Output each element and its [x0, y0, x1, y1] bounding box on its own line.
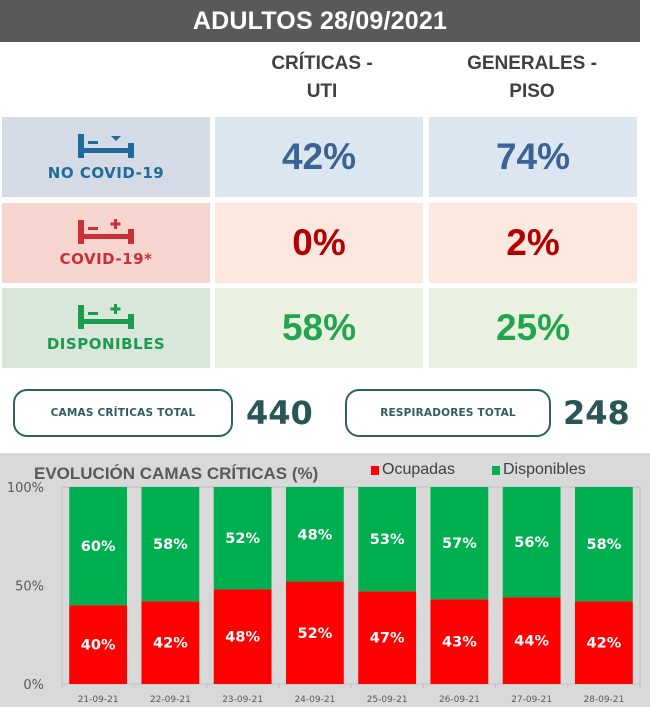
value-disponibles-generales: 25%	[429, 288, 637, 368]
row-label-text: COVID-19*	[59, 250, 153, 268]
bar-disponibles	[213, 487, 272, 590]
column-header-generales: GENERALES - PISO	[432, 50, 632, 110]
data-label: 48%	[225, 630, 260, 646]
bar-ocupadas	[285, 581, 344, 684]
respiradores-total-value: 248	[563, 394, 630, 432]
column-header-line: PISO	[509, 81, 555, 102]
data-label: 58%	[587, 537, 622, 553]
bar-disponibles	[574, 487, 633, 602]
bar-disponibles	[141, 487, 200, 602]
bed-icon	[78, 219, 134, 244]
data-label: 52%	[298, 626, 333, 642]
data-label: 42%	[153, 636, 188, 652]
data-label: 43%	[442, 635, 477, 651]
bar-ocupadas	[213, 589, 272, 684]
bar-ocupadas	[358, 591, 417, 684]
data-label: 44%	[514, 634, 549, 650]
column-header-criticas: CRÍTICAS - UTI	[232, 50, 412, 110]
data-label: 56%	[514, 535, 549, 551]
y-tick-label: 50%	[15, 580, 44, 595]
plot-area: 0% 50% 100% 40% 60% 21-09-21 42% 58% 22-09-21 48%…	[7, 481, 641, 705]
x-tick-label: 28-09-21	[583, 695, 624, 705]
x-tick-label: 24-09-21	[294, 695, 335, 705]
camas-criticas-total-value: 440	[246, 394, 313, 432]
legend-label-disponibles: Disponibles	[503, 461, 586, 478]
legend-swatch-ocupadas	[371, 466, 379, 475]
legend-swatch-disponibles	[492, 466, 500, 475]
column-header-line: CRÍTICAS -	[271, 53, 373, 74]
x-tick-label: 27-09-21	[511, 695, 552, 705]
stacked-bar-chart: EVOLUCIÓN CAMAS CRÍTICAS (%) Ocupadas Di…	[7, 461, 641, 705]
value-covid-generales: 2%	[429, 203, 637, 283]
x-tick-label: 26-09-21	[439, 695, 480, 705]
x-tick-label: 22-09-21	[150, 695, 191, 705]
bar-disponibles	[69, 487, 128, 606]
row-label-covid: COVID-19*	[2, 203, 210, 283]
bar-ocupadas	[141, 601, 200, 684]
value-covid-criticas: 0%	[215, 203, 423, 283]
y-tick-label: 0%	[23, 678, 44, 693]
data-label: 52%	[225, 531, 260, 547]
value-no-covid-generales: 74%	[429, 117, 637, 197]
column-header-line: GENERALES -	[467, 53, 597, 74]
bar-disponibles	[502, 487, 561, 598]
data-label: 47%	[370, 631, 405, 647]
row-label-disponibles: DISPONIBLES	[2, 288, 210, 368]
data-label: 40%	[81, 638, 116, 654]
bed-icon	[78, 134, 134, 158]
data-label: 48%	[298, 527, 333, 543]
data-label: 42%	[587, 636, 622, 652]
bar-disponibles	[430, 487, 489, 600]
x-tick-label: 25-09-21	[367, 695, 408, 705]
column-header-line: UTI	[306, 81, 338, 102]
value-disponibles-criticas: 58%	[215, 288, 423, 368]
data-label: 58%	[153, 537, 188, 553]
x-tick-label: 23-09-21	[222, 695, 263, 705]
row-label-text: NO COVID-19	[47, 164, 165, 182]
bar-ocupadas	[574, 601, 633, 684]
row-label-no-covid: NO COVID-19	[2, 117, 210, 197]
data-label: 57%	[442, 536, 477, 552]
legend-label-ocupadas: Ocupadas	[382, 461, 455, 478]
page-title: ADULTOS 28/09/2021	[0, 0, 640, 42]
bar-ocupadas	[502, 597, 561, 684]
bar-disponibles	[358, 487, 417, 592]
x-tick-label: 21-09-21	[78, 695, 119, 705]
y-tick-label: 100%	[7, 481, 44, 496]
chart-title: EVOLUCIÓN CAMAS CRÍTICAS (%)	[34, 464, 318, 483]
bed-icon	[78, 304, 134, 329]
respiradores-total-label: RESPIRADORES TOTAL	[345, 389, 551, 437]
value-no-covid-criticas: 42%	[215, 117, 423, 197]
bar-ocupadas	[430, 599, 489, 684]
row-label-text: DISPONIBLES	[46, 335, 166, 353]
bar-disponibles	[285, 487, 344, 582]
camas-criticas-total-label: CAMAS CRÍTICAS TOTAL	[13, 389, 233, 437]
bar-ocupadas	[69, 605, 128, 684]
data-label: 53%	[370, 532, 405, 548]
data-label: 60%	[81, 539, 116, 555]
legend: Ocupadas Disponibles	[371, 461, 586, 478]
